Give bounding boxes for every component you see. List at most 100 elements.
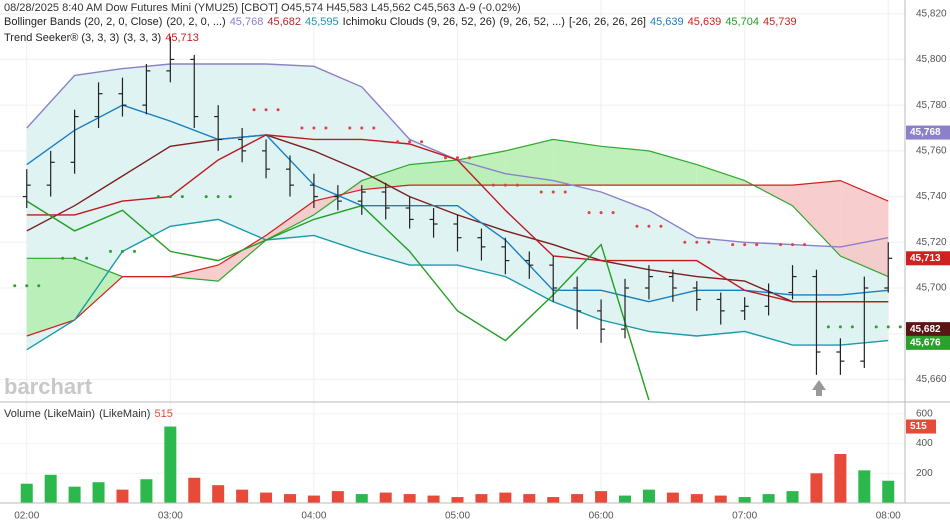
volume-bar bbox=[690, 494, 703, 503]
cloud-fill bbox=[361, 164, 410, 190]
trend-dot bbox=[73, 256, 77, 260]
trend-dot bbox=[468, 156, 471, 160]
x-tick-label: 07:00 bbox=[732, 511, 757, 522]
volume-bar bbox=[283, 494, 296, 503]
trend-dot bbox=[683, 240, 687, 244]
price-badge bbox=[906, 322, 950, 337]
trend-dot bbox=[300, 126, 304, 130]
trend-dot bbox=[360, 126, 364, 130]
volume-legend: (LikeMain) bbox=[99, 408, 150, 420]
price-badge-label: 45,713 bbox=[910, 253, 941, 264]
volume-bar bbox=[786, 491, 799, 503]
price-badge bbox=[906, 335, 950, 350]
trend-dot bbox=[515, 183, 519, 187]
price-badge bbox=[906, 125, 950, 140]
volume-bar bbox=[212, 485, 225, 503]
volume-bar bbox=[523, 494, 536, 503]
trend-dot bbox=[132, 249, 136, 253]
legend-entry: 45,639 bbox=[650, 16, 684, 28]
volume-bar bbox=[188, 477, 201, 503]
legend-entry: (9, 26, 52, ...) bbox=[500, 16, 565, 28]
x-tick-label: 02:00 bbox=[14, 511, 39, 522]
indicator-line bbox=[26, 200, 650, 401]
axes: 45,66045,68045,70045,72045,74045,76045,7… bbox=[14, 8, 950, 522]
trend-dot bbox=[444, 156, 447, 160]
trend-dot bbox=[85, 256, 89, 260]
legend-entry: (20, 2, 0, ...) bbox=[166, 16, 225, 28]
volume-bar bbox=[164, 426, 177, 503]
watermark: barchart bbox=[4, 374, 93, 399]
volume-bar bbox=[68, 486, 81, 503]
cloud-fill bbox=[553, 139, 602, 186]
trend-dot bbox=[324, 126, 328, 130]
chart-title: 08/28/2025 8:40 AM Dow Futures Mini (YMU… bbox=[4, 2, 521, 14]
y-tick-label: 45,720 bbox=[916, 237, 947, 248]
cloud-fill bbox=[457, 150, 506, 186]
y-tick-label: 45,700 bbox=[916, 283, 947, 294]
volume-bar bbox=[451, 497, 464, 503]
legend-row: Trend Seeker® (3, 3, 3) (3, 3, 3) 45,713 bbox=[4, 32, 199, 44]
y-tick-label: 45,760 bbox=[916, 145, 947, 156]
trend-dot bbox=[61, 256, 65, 260]
trend-dot bbox=[252, 108, 256, 112]
trend-dot bbox=[228, 195, 232, 199]
trend-dot bbox=[37, 284, 41, 288]
volume-bar bbox=[236, 489, 249, 503]
volume-bar bbox=[331, 491, 344, 503]
legend-entry: 45,713 bbox=[165, 32, 199, 44]
trend-dot bbox=[826, 325, 830, 329]
legend-entry: Bollinger Bands (20, 2, 0, Close) bbox=[4, 16, 162, 28]
trend-dot bbox=[168, 195, 172, 199]
trend-dot bbox=[13, 284, 17, 288]
trend-dot bbox=[396, 140, 400, 144]
price-badge-label: 45,676 bbox=[910, 337, 941, 348]
volume-bar bbox=[738, 497, 751, 503]
trend-dot bbox=[587, 211, 591, 215]
legend-entry: [-26, 26, 26, 26] bbox=[569, 16, 646, 28]
trend-dot bbox=[647, 224, 651, 228]
indicator-line bbox=[26, 179, 889, 337]
cloud-fill bbox=[792, 180, 841, 256]
price-badge-label: 45,682 bbox=[910, 324, 941, 335]
legend: Bollinger Bands (20, 2, 0, Close) (20, 2,… bbox=[4, 16, 797, 44]
legend-entry: 45,595 bbox=[305, 16, 339, 28]
trend-dot bbox=[503, 183, 507, 187]
y-tick-label: 45,800 bbox=[916, 54, 947, 65]
volume-bar bbox=[355, 494, 368, 503]
cloud-fill bbox=[409, 160, 458, 186]
legend-entry: (3, 3, 3) bbox=[123, 32, 161, 44]
x-tick-label: 08:00 bbox=[876, 511, 901, 522]
trend-dot bbox=[25, 284, 29, 288]
volume-tick-label: 400 bbox=[916, 438, 933, 449]
x-tick-label: 04:00 bbox=[301, 511, 326, 522]
y-tick-label: 45,660 bbox=[916, 374, 947, 385]
volume-bar bbox=[379, 492, 392, 503]
cloud-fill bbox=[601, 146, 649, 186]
volume-bar bbox=[619, 495, 632, 503]
volume-bar bbox=[92, 482, 105, 503]
legend-entry: 45,704 bbox=[725, 16, 759, 28]
cloud-fill bbox=[840, 180, 889, 277]
volume-bar bbox=[882, 480, 895, 503]
y-tick-label: 45,820 bbox=[916, 8, 947, 19]
legend-entry: Trend Seeker® (3, 3, 3) bbox=[4, 32, 119, 44]
volume-title: Volume (LikeMain) (LikeMain) 515 bbox=[4, 408, 173, 420]
legend-row: Bollinger Bands (20, 2, 0, Close) (20, 2,… bbox=[4, 16, 797, 28]
volume-bar bbox=[858, 470, 871, 503]
trend-dot bbox=[659, 224, 663, 228]
trend-dot bbox=[180, 195, 184, 199]
trend-dot bbox=[204, 195, 208, 199]
trend-dot bbox=[539, 190, 543, 194]
trend-dot bbox=[120, 249, 124, 253]
volume-badge-label: 515 bbox=[910, 421, 927, 432]
trend-dot bbox=[491, 183, 495, 187]
trend-dot bbox=[886, 325, 890, 329]
volume-bar bbox=[666, 492, 679, 503]
cloud-fill bbox=[26, 258, 75, 336]
volume-badge bbox=[906, 419, 936, 434]
volume-legend: 515 bbox=[154, 408, 172, 420]
legend-entry: 45,639 bbox=[688, 16, 722, 28]
trend-dot bbox=[108, 249, 112, 253]
trend-dot bbox=[611, 211, 615, 215]
